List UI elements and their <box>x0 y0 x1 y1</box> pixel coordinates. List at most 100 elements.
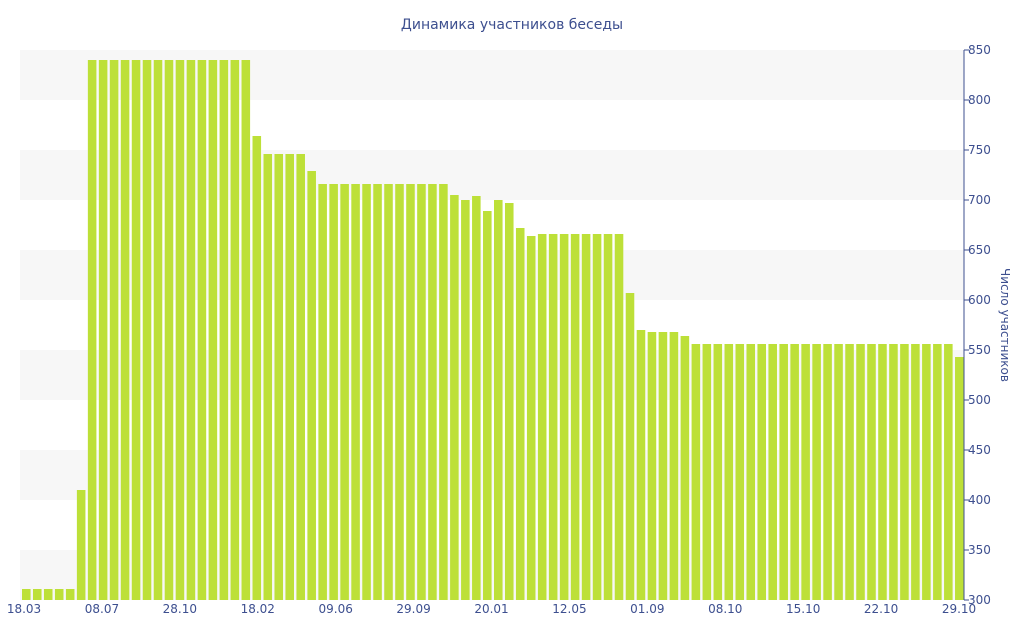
bar <box>735 344 745 600</box>
bar <box>131 60 141 600</box>
x-tick-label: 20.01 <box>474 602 508 616</box>
bar <box>603 234 613 600</box>
bar <box>186 60 196 600</box>
bar <box>933 344 942 600</box>
bar <box>197 60 207 600</box>
bar <box>406 184 415 600</box>
x-tick-label: 12.05 <box>552 602 586 616</box>
bar <box>790 344 799 600</box>
x-tick-label: 01.09 <box>630 602 664 616</box>
bar <box>450 195 459 600</box>
bar <box>768 344 777 600</box>
bar <box>142 60 152 600</box>
bar <box>65 589 75 600</box>
bar <box>702 344 712 600</box>
y-tick-label: 750 <box>968 143 991 157</box>
bar <box>537 234 547 600</box>
x-axis: 18.03 08.07 28.10 18.02 09.06 29.09 20.01 12.05… <box>7 602 976 616</box>
x-tick-label: 18.03 <box>7 602 41 616</box>
bar <box>340 184 349 600</box>
bar <box>120 60 130 600</box>
bar <box>274 154 284 600</box>
bar <box>757 344 766 600</box>
bar <box>285 154 294 600</box>
y-tick-label: 650 <box>968 243 991 257</box>
x-tick-label: 15.10 <box>786 602 820 616</box>
y-tick-label: 550 <box>968 343 991 357</box>
bar <box>559 234 569 600</box>
bar <box>801 344 810 600</box>
y-tick-label: 350 <box>968 543 991 557</box>
y-tick-label: 600 <box>968 293 991 307</box>
bar <box>230 60 240 600</box>
bar <box>746 344 756 600</box>
bar <box>472 196 481 600</box>
bar <box>307 171 316 600</box>
bar <box>878 344 887 600</box>
y-tick-label: 850 <box>968 43 991 57</box>
bar <box>779 344 788 600</box>
bar <box>461 200 470 600</box>
y-tick-label: 300 <box>968 593 991 607</box>
bar <box>54 589 64 600</box>
bar <box>504 203 514 600</box>
bar <box>867 344 876 600</box>
bar <box>889 344 898 600</box>
y-tick-label: 450 <box>968 443 991 457</box>
y-tick-label: 400 <box>968 493 991 507</box>
bar <box>658 332 668 600</box>
bar <box>329 184 338 600</box>
bar <box>208 60 218 600</box>
bar <box>384 184 393 600</box>
bar <box>724 344 734 600</box>
bar <box>439 184 448 600</box>
x-tick-label: 08.10 <box>708 602 742 616</box>
bar <box>900 344 909 600</box>
bar <box>570 234 580 600</box>
bar <box>713 344 723 600</box>
bar <box>856 344 865 600</box>
bar <box>395 184 404 600</box>
y-tick-label: 800 <box>968 93 991 107</box>
x-tick-label: 18.02 <box>241 602 275 616</box>
bar <box>428 184 437 600</box>
bar <box>43 589 53 600</box>
bar <box>691 344 701 600</box>
bar <box>955 357 964 600</box>
bar <box>636 330 646 600</box>
bar <box>647 332 657 600</box>
x-tick-label: 08.07 <box>85 602 119 616</box>
bar <box>417 184 426 600</box>
bar <box>592 234 602 600</box>
bar <box>153 60 163 600</box>
bar <box>911 344 920 600</box>
bar <box>98 60 108 600</box>
bar <box>548 234 558 600</box>
y-axis-title: Число участников <box>998 268 1012 382</box>
bar <box>241 60 251 600</box>
y-tick-label: 700 <box>968 193 991 207</box>
bar <box>680 336 690 600</box>
y-axis: 300 350 400 450 500 550 600 650 700 750 800 850 <box>963 43 991 607</box>
bar <box>823 344 832 600</box>
y-tick-label: 500 <box>968 393 991 407</box>
x-tick-label: 28.10 <box>163 602 197 616</box>
x-tick-label: 09.06 <box>318 602 352 616</box>
bar <box>944 344 953 600</box>
bar <box>669 332 679 600</box>
bar <box>845 344 854 600</box>
bar <box>526 236 536 600</box>
bar <box>76 490 86 600</box>
bar <box>318 184 327 600</box>
bar <box>812 344 821 600</box>
bar <box>483 211 492 600</box>
bar <box>494 200 503 600</box>
bar <box>219 60 229 600</box>
bars <box>22 60 964 600</box>
x-tick-label: 22.10 <box>864 602 898 616</box>
bar <box>32 589 42 600</box>
x-tick-label: 29.10 <box>942 602 976 616</box>
bar <box>834 344 843 600</box>
bar <box>373 184 382 600</box>
